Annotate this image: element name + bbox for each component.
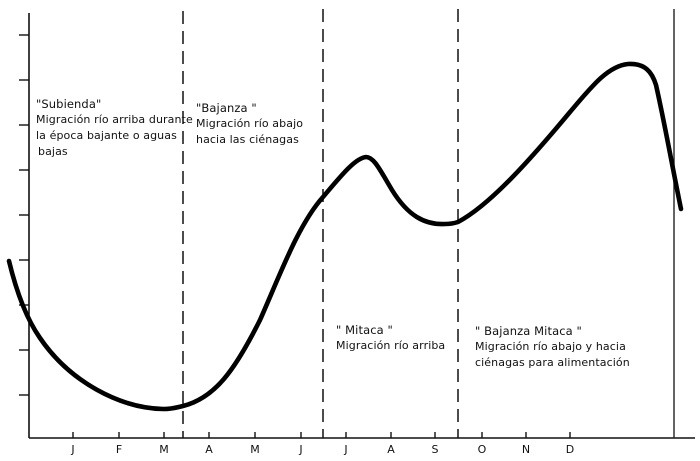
- annotation-subienda: "Subienda" Migración río arriba durante …: [36, 96, 193, 160]
- annotation-bajanza-mitaca-title: " Bajanza Mitaca ": [475, 324, 582, 338]
- annotation-subienda-line1: Migración río arriba durante: [36, 113, 193, 126]
- annotation-bajanza-mitaca-line1: Migración río abajo y hacia: [475, 340, 626, 353]
- annotation-bajanza-mitaca-line2: ciénagas para alimentación: [475, 356, 630, 369]
- migration-curve: [6, 61, 684, 412]
- x-tick-label-apr: A: [205, 443, 213, 456]
- annotation-bajanza: "Bajanza " Migración río abajo hacia las…: [196, 100, 303, 148]
- x-tick-label-feb: F: [115, 443, 123, 456]
- x-tick-label-sep: S: [431, 443, 439, 456]
- annotation-bajanza-title: "Bajanza ": [196, 101, 257, 115]
- annotation-bajanza-line2: hacia las ciénagas: [196, 133, 299, 146]
- y-axis-ticks: [19, 34, 29, 396]
- annotation-subienda-title: "Subienda": [36, 97, 102, 111]
- x-tick-label-jan: J: [71, 443, 75, 456]
- annotation-subienda-line3: bajas: [38, 145, 68, 158]
- annotation-bajanza-mitaca: " Bajanza Mitaca " Migración río abajo y…: [475, 323, 630, 371]
- x-tick-label-nov: N: [521, 443, 531, 456]
- x-tick-label-aug: A: [387, 443, 395, 456]
- annotation-mitaca-title: " Mitaca ": [336, 323, 393, 337]
- x-axis-ticks: [72, 432, 571, 438]
- x-tick-label-jun: J: [299, 443, 303, 456]
- annotation-mitaca-line1: Migración río arriba: [336, 339, 446, 352]
- x-tick-label-oct: O: [477, 443, 487, 456]
- x-tick-label-jul: J: [344, 443, 348, 456]
- x-tick-label-mar: M: [159, 443, 169, 456]
- annotation-bajanza-line1: Migración río abajo: [196, 117, 304, 130]
- annotation-subienda-line2: la época bajante o aguas: [36, 129, 177, 142]
- x-tick-label-may: M: [250, 443, 260, 456]
- x-tick-label-dec: D: [565, 443, 575, 456]
- annotation-mitaca: " Mitaca " Migración río arriba: [336, 322, 445, 354]
